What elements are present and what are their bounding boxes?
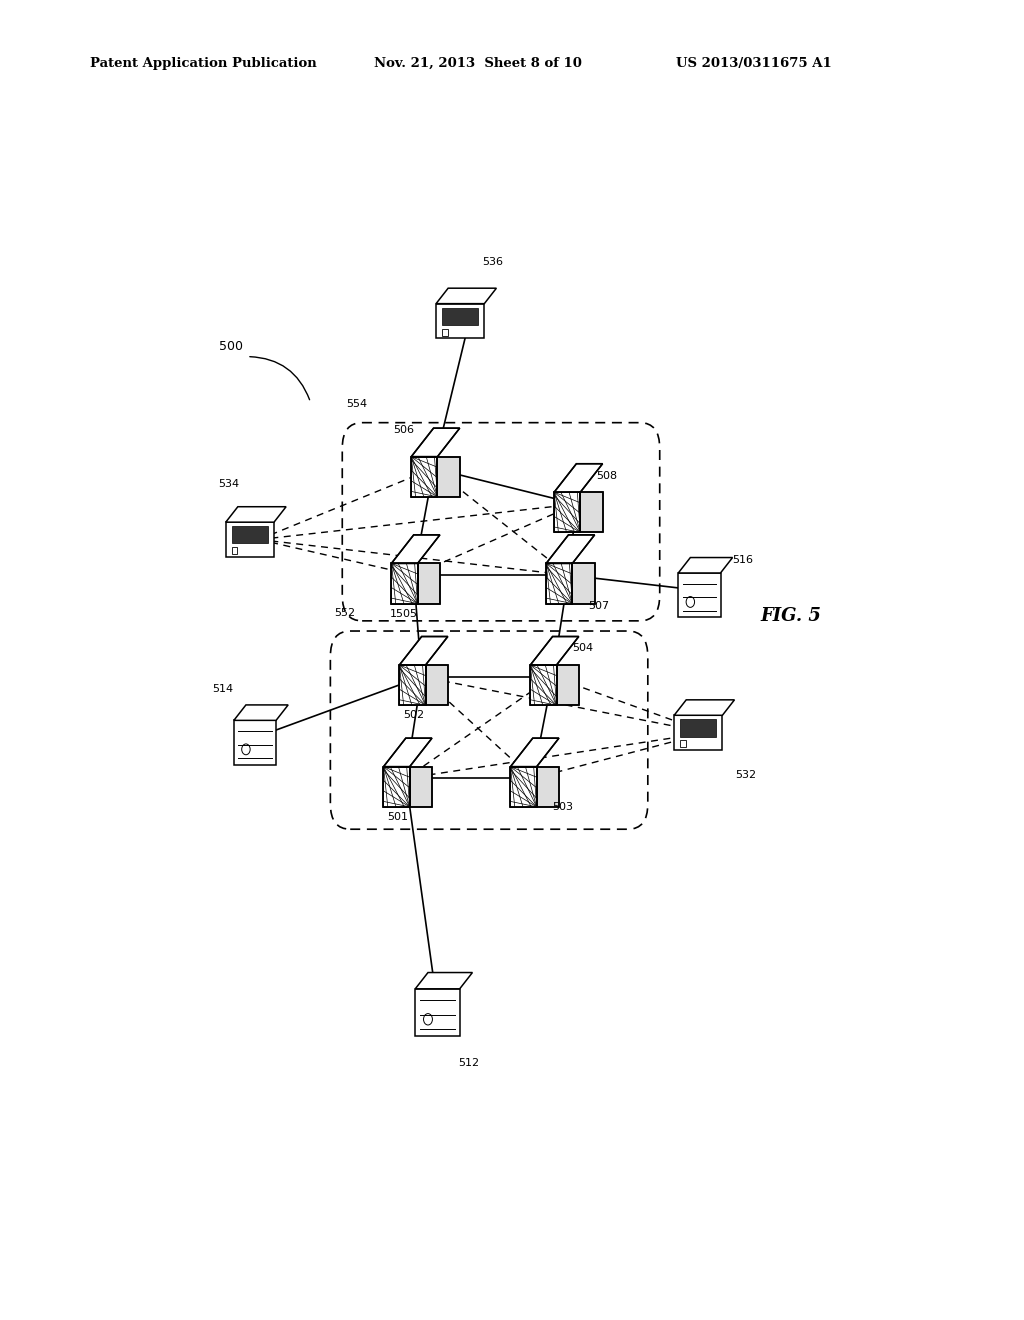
Polygon shape <box>426 665 447 705</box>
Text: 502: 502 <box>403 710 424 721</box>
Polygon shape <box>391 564 418 603</box>
Polygon shape <box>384 767 410 807</box>
Polygon shape <box>412 428 460 457</box>
Polygon shape <box>225 507 286 523</box>
Text: 514: 514 <box>213 684 233 694</box>
Polygon shape <box>391 535 440 564</box>
Text: 1505: 1505 <box>390 609 418 619</box>
Polygon shape <box>436 288 497 304</box>
Text: 507: 507 <box>588 601 609 611</box>
Polygon shape <box>674 715 722 750</box>
Polygon shape <box>678 557 732 573</box>
Polygon shape <box>554 492 581 532</box>
Bar <box>231 548 238 554</box>
Text: 552: 552 <box>334 607 355 618</box>
Text: 503: 503 <box>552 801 573 812</box>
Polygon shape <box>674 700 734 715</box>
Polygon shape <box>537 767 559 807</box>
Polygon shape <box>530 665 556 705</box>
Polygon shape <box>678 573 721 618</box>
Polygon shape <box>437 457 460 496</box>
Text: Patent Application Publication: Patent Application Publication <box>90 57 316 70</box>
Polygon shape <box>436 304 484 338</box>
FancyArrowPatch shape <box>250 356 309 400</box>
Polygon shape <box>581 492 602 532</box>
Text: 501: 501 <box>387 812 409 822</box>
Text: 536: 536 <box>482 257 504 267</box>
Bar <box>442 329 447 335</box>
Polygon shape <box>511 767 537 807</box>
Polygon shape <box>556 665 579 705</box>
Polygon shape <box>546 564 572 603</box>
Polygon shape <box>554 463 602 492</box>
Text: US 2013/0311675 A1: US 2013/0311675 A1 <box>676 57 831 70</box>
Polygon shape <box>399 636 447 665</box>
Polygon shape <box>546 535 595 564</box>
Polygon shape <box>416 989 460 1036</box>
Polygon shape <box>530 636 579 665</box>
Text: 504: 504 <box>572 643 593 653</box>
Text: 554: 554 <box>346 400 368 409</box>
Polygon shape <box>384 738 432 767</box>
Polygon shape <box>399 665 426 705</box>
Polygon shape <box>511 738 559 767</box>
Text: 532: 532 <box>735 771 756 780</box>
Polygon shape <box>412 457 437 496</box>
Text: 516: 516 <box>732 554 754 565</box>
Text: FIG. 5: FIG. 5 <box>760 607 821 624</box>
Polygon shape <box>416 973 472 989</box>
Polygon shape <box>231 527 268 544</box>
Bar <box>680 741 686 747</box>
Polygon shape <box>418 564 440 603</box>
Text: 508: 508 <box>596 470 617 480</box>
Text: 506: 506 <box>393 425 414 434</box>
Text: 534: 534 <box>218 479 240 488</box>
Polygon shape <box>572 564 595 603</box>
Text: 512: 512 <box>459 1059 480 1068</box>
Polygon shape <box>410 767 432 807</box>
Polygon shape <box>233 705 288 721</box>
Text: Nov. 21, 2013  Sheet 8 of 10: Nov. 21, 2013 Sheet 8 of 10 <box>374 57 582 70</box>
Text: 500: 500 <box>219 341 243 352</box>
Polygon shape <box>233 721 276 764</box>
Polygon shape <box>225 523 274 557</box>
Polygon shape <box>442 308 478 325</box>
Polygon shape <box>680 719 717 737</box>
